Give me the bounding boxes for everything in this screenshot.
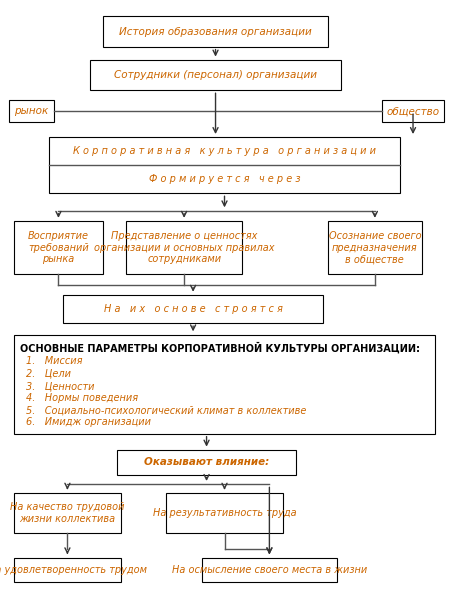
Text: 5.   Социально-психологический климат в коллективе: 5. Социально-психологический климат в ко…	[26, 405, 306, 415]
Text: Осознание своего
предназначения
в обществе: Осознание своего предназначения в общест…	[328, 231, 421, 264]
FancyBboxPatch shape	[90, 60, 341, 90]
Text: История образования организации: История образования организации	[119, 27, 312, 37]
Text: рынок: рынок	[14, 106, 49, 116]
FancyBboxPatch shape	[126, 222, 242, 274]
Text: Н а   и х   о с н о в е   с т р о я т с я: Н а и х о с н о в е с т р о я т с я	[104, 304, 283, 314]
FancyBboxPatch shape	[14, 222, 104, 274]
FancyBboxPatch shape	[49, 137, 399, 194]
Text: общество: общество	[387, 106, 440, 116]
FancyBboxPatch shape	[382, 100, 444, 122]
FancyBboxPatch shape	[63, 295, 323, 323]
Text: На осмысление своего места в жизни: На осмысление своего места в жизни	[172, 565, 367, 575]
Text: Восприятие
требований
рынка: Восприятие требований рынка	[28, 231, 89, 264]
Text: 1.   Миссия: 1. Миссия	[26, 356, 82, 366]
Text: На качество трудовой
жизни коллектива: На качество трудовой жизни коллектива	[10, 502, 125, 524]
FancyBboxPatch shape	[14, 335, 436, 434]
Text: 4.   Нормы поведения: 4. Нормы поведения	[26, 393, 138, 403]
Text: Представление о ценностях
организации и основных правилах
сотрудниками: Представление о ценностях организации и …	[94, 231, 274, 264]
FancyBboxPatch shape	[9, 100, 54, 122]
FancyBboxPatch shape	[14, 558, 121, 582]
FancyBboxPatch shape	[328, 222, 422, 274]
Text: 6.   Имидж организации: 6. Имидж организации	[26, 418, 151, 428]
Text: Оказывают влияние:: Оказывают влияние:	[144, 457, 269, 467]
FancyBboxPatch shape	[202, 558, 337, 582]
FancyBboxPatch shape	[117, 450, 296, 475]
FancyBboxPatch shape	[14, 493, 121, 533]
Text: 3.   Ценности: 3. Ценности	[26, 381, 95, 391]
Text: Сотрудники (персонал) организации: Сотрудники (персонал) организации	[114, 70, 317, 80]
FancyBboxPatch shape	[104, 17, 328, 47]
FancyBboxPatch shape	[166, 493, 283, 533]
Text: К о р п о р а т и в н а я   к у л ь т у р а   о р г а н и з а ц и и: К о р п о р а т и в н а я к у л ь т у р …	[73, 147, 376, 156]
Text: ОСНОВНЫЕ ПАРАМЕТРЫ КОРПОРАТИВНОЙ КУЛЬТУРЫ ОРГАНИЗАЦИИ:: ОСНОВНЫЕ ПАРАМЕТРЫ КОРПОРАТИВНОЙ КУЛЬТУР…	[20, 342, 420, 354]
Text: 2.   Цели: 2. Цели	[26, 369, 71, 378]
Text: На результативность труда: На результативность труда	[153, 508, 296, 518]
Text: Ф о р м и р у е т с я   ч е р е з: Ф о р м и р у е т с я ч е р е з	[149, 175, 300, 184]
Text: На удовлетворенность трудом: На удовлетворенность трудом	[0, 565, 147, 575]
